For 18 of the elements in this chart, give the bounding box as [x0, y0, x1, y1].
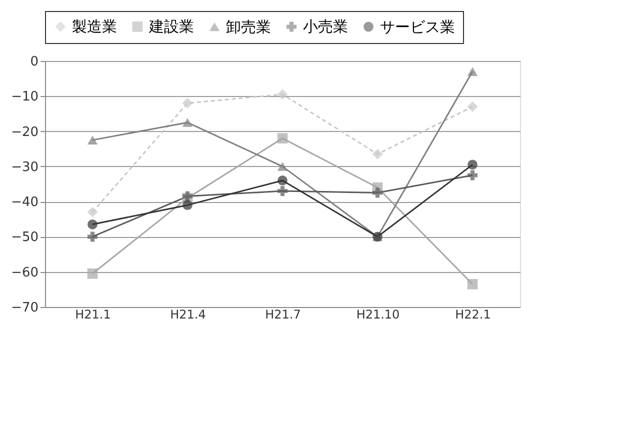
x-tick-label: H21.1: [75, 308, 111, 322]
x-tick-label: H22.1: [455, 308, 491, 322]
y-tick-label: −60: [11, 265, 38, 280]
y-tick-label: −10: [11, 90, 38, 105]
x-tick-label: H21.4: [170, 308, 206, 322]
legend-label: 卸売業: [226, 18, 271, 36]
y-tick-label: −20: [11, 124, 38, 140]
legend-label: 建設業: [148, 18, 194, 36]
y-tick-label: −70: [11, 300, 38, 316]
x-tick-label: H21.10: [356, 308, 400, 322]
legend-label: 製造業: [72, 18, 117, 36]
legend-label: 小売業: [303, 18, 348, 36]
x-tick-label: H21.7: [265, 308, 301, 322]
y-tick-label: −40: [11, 195, 38, 210]
legend-label: サービス業: [380, 18, 455, 36]
y-tick-label: −30: [11, 160, 38, 175]
y-tick-label: −50: [11, 230, 38, 246]
y-tick-label: 0: [30, 54, 38, 70]
